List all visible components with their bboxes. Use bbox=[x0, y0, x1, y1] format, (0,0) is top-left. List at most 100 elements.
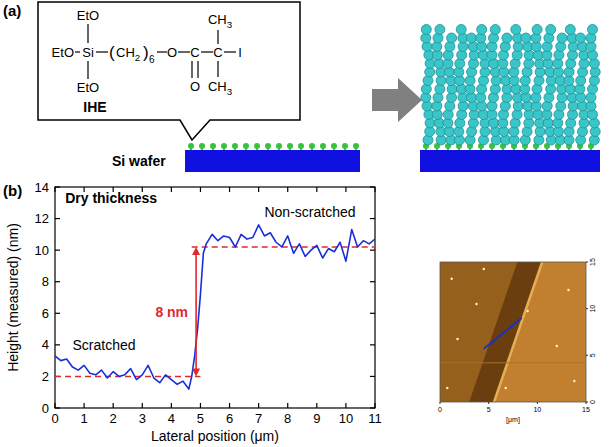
y-tick bbox=[370, 344, 375, 345]
annotation: Scratched bbox=[72, 337, 135, 353]
iodine: I bbox=[238, 45, 242, 60]
y-tick-label: 6 bbox=[42, 306, 49, 321]
brush-segment bbox=[511, 25, 521, 35]
spacer: CH2 bbox=[116, 45, 140, 63]
afm-particle bbox=[483, 268, 485, 270]
anchor-dot bbox=[298, 143, 304, 149]
molecule-name: IHE bbox=[83, 99, 106, 115]
afm-tick bbox=[586, 308, 588, 309]
brush-segment bbox=[565, 25, 575, 35]
anchor-dot bbox=[265, 143, 271, 149]
afm-y-tick-label: 10 bbox=[589, 305, 596, 313]
anchor-dot bbox=[243, 143, 249, 149]
y-tick-label: 0 bbox=[42, 401, 49, 416]
y-tick bbox=[370, 218, 375, 219]
afm-particle bbox=[446, 387, 448, 389]
reference-line bbox=[192, 246, 375, 248]
annotation: Dry thickness bbox=[65, 190, 157, 206]
step-arrow bbox=[192, 247, 200, 376]
x-tick-label: 5 bbox=[197, 411, 204, 426]
methyl: CH3 bbox=[208, 12, 232, 30]
arrow bbox=[372, 78, 422, 122]
wafer bbox=[420, 150, 600, 172]
afm-particle bbox=[450, 278, 452, 280]
afm-particle bbox=[526, 310, 528, 312]
brush-segment bbox=[521, 33, 531, 43]
anchor-dot bbox=[199, 143, 205, 149]
oxygen: O bbox=[190, 79, 200, 94]
bond bbox=[191, 61, 192, 78]
afm-y-tick-label: 5 bbox=[589, 353, 596, 357]
brush-segment bbox=[477, 25, 487, 35]
arrow-head bbox=[192, 368, 200, 376]
x-tick bbox=[229, 187, 230, 192]
afm-edge bbox=[494, 262, 542, 402]
x-tick-label: 9 bbox=[313, 411, 320, 426]
x-tick bbox=[316, 403, 317, 408]
bond bbox=[197, 61, 198, 78]
bond bbox=[87, 61, 88, 79]
x-tick bbox=[287, 187, 288, 192]
silicon: Si bbox=[82, 45, 94, 60]
anchor-dot bbox=[331, 143, 337, 149]
bond bbox=[87, 24, 88, 43]
y-tick bbox=[55, 407, 60, 408]
bracket: ) bbox=[143, 43, 149, 62]
afm-unit-label: [μm] bbox=[506, 416, 520, 424]
x-tick bbox=[258, 187, 259, 192]
afm-profile-line bbox=[484, 318, 522, 349]
arrow-head bbox=[192, 247, 200, 255]
x-tick-label: 3 bbox=[139, 411, 146, 426]
carbon: C bbox=[213, 45, 222, 60]
brush-segment bbox=[435, 25, 445, 35]
spacer-repeat: 6 bbox=[149, 54, 155, 65]
y-tick-label: 2 bbox=[42, 369, 49, 384]
x-tick bbox=[374, 187, 375, 192]
methyl-main: CH bbox=[208, 12, 227, 27]
x-tick bbox=[171, 403, 172, 408]
brush-segment bbox=[421, 25, 431, 35]
x-tick-label: 8 bbox=[284, 411, 291, 426]
afm-y-tick-label: 0 bbox=[589, 400, 596, 404]
x-tick bbox=[83, 403, 84, 408]
ethoxy: EtO bbox=[77, 8, 99, 23]
x-tick-label: 4 bbox=[168, 411, 175, 426]
brush-segment bbox=[456, 25, 466, 35]
y-tick bbox=[370, 407, 375, 408]
afm-x-tick-label: 10 bbox=[533, 406, 541, 413]
ethoxy: EtO bbox=[77, 80, 99, 95]
anchor-dot bbox=[254, 143, 260, 149]
x-tick bbox=[287, 403, 288, 408]
brush-segment bbox=[576, 33, 586, 43]
anchor-dot bbox=[232, 143, 238, 149]
ethoxy: EtO bbox=[52, 45, 74, 60]
anchor-dot bbox=[320, 143, 326, 149]
x-tick-label: 2 bbox=[110, 411, 117, 426]
y-tick bbox=[370, 186, 375, 187]
brush-segment bbox=[447, 33, 457, 43]
wafer bbox=[185, 150, 360, 172]
callout bbox=[38, 2, 300, 140]
x-tick bbox=[113, 403, 114, 408]
x-tick bbox=[200, 403, 201, 408]
y-tick bbox=[55, 313, 60, 314]
afm-y-tick-label: 15 bbox=[589, 258, 596, 266]
bond bbox=[217, 61, 218, 77]
oxygen: O bbox=[167, 45, 177, 60]
brush-segment bbox=[502, 33, 512, 43]
afm-x-tick-label: 15 bbox=[582, 406, 590, 413]
figure: (a)EtOSiEtOEtO(CH2)6OCOCCH3CH3IIHESi waf… bbox=[0, 0, 611, 447]
x-tick bbox=[171, 187, 172, 192]
brush-segment bbox=[532, 25, 542, 35]
afm-particle bbox=[456, 338, 458, 340]
x-tick-label: 7 bbox=[255, 411, 262, 426]
y-tick-label: 14 bbox=[35, 180, 49, 195]
x-tick bbox=[345, 187, 346, 192]
y-tick-label: 10 bbox=[35, 243, 49, 258]
afm-frame bbox=[440, 262, 586, 402]
spacer-sub: 2 bbox=[135, 52, 140, 63]
anchor-dot bbox=[210, 143, 216, 149]
y-tick-label: 4 bbox=[42, 337, 49, 352]
y-tick bbox=[370, 281, 375, 282]
anchor-dot bbox=[342, 143, 348, 149]
